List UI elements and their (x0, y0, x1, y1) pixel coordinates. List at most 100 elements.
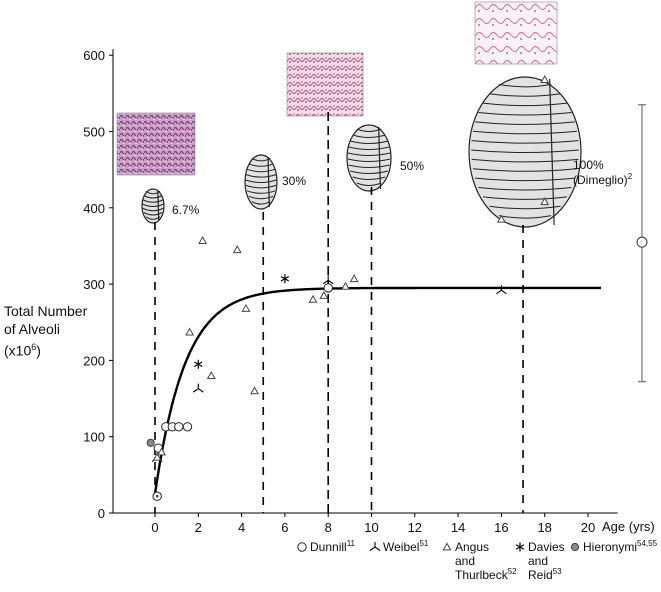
rib-line (145, 190, 161, 195)
marker-weibel (369, 542, 381, 551)
triangle-mark (442, 542, 452, 551)
y-tick-label: 200 (83, 353, 105, 368)
asterisk-stroke (194, 361, 203, 367)
triangle-mark (319, 290, 329, 299)
legend-label-line: Angus (455, 540, 489, 554)
rib-cage-icon (141, 188, 165, 224)
percent-annotation: 100% (573, 158, 604, 172)
rib-line (498, 215, 552, 219)
marker-circle (297, 542, 307, 552)
rib-line (348, 146, 390, 150)
percent-annotation: 6.7% (172, 203, 200, 217)
weibel-mark (496, 285, 507, 295)
x-tick-label: 20 (581, 520, 595, 535)
marker-weibel (322, 275, 334, 285)
histology-image-8yr (286, 52, 364, 117)
percent-annotation-source: (Dimeglio)2 (573, 172, 633, 187)
legend: Dunnill11 Weibel51 Angus and Thurlbeck52Davi… (297, 539, 658, 582)
legend-label-line: Weibel (383, 540, 419, 554)
spine-line (157, 190, 160, 222)
x-tick-label: 6 (281, 520, 288, 535)
axes (109, 49, 618, 517)
rib-line (356, 182, 382, 186)
legend-label-line: and (528, 554, 548, 568)
triangle-mark (232, 245, 242, 254)
rib-line (482, 102, 568, 107)
y-tick-labels: 0 100 200 300 400 500 600 (83, 48, 105, 521)
rib-line (471, 149, 579, 153)
rib-line (143, 195, 163, 199)
x-tick-labels: 0 2 4 6 8 10 12 14 16 18 20 (151, 520, 595, 535)
rib-line (475, 177, 575, 182)
marker-triangle (185, 327, 195, 336)
x-tick-label: 10 (364, 520, 378, 535)
y-tick-label: 300 (83, 277, 105, 292)
triangle-mark (349, 274, 359, 283)
rib-line (142, 199, 164, 203)
legend-label-line: Davies (528, 540, 565, 554)
y-tick-label: 600 (83, 48, 105, 63)
rib-line (248, 163, 274, 167)
marker-triangle (152, 452, 162, 461)
y-axis-label-line-1: Total Number (4, 303, 88, 319)
age-marker-lines (154, 112, 524, 513)
triangle-mark (250, 386, 260, 395)
rib-line (478, 112, 572, 116)
circle-mark (174, 422, 184, 432)
asterisk-stroke (515, 544, 525, 550)
marker-weibel (192, 383, 204, 393)
weibel-mark (369, 542, 381, 551)
rib-line (246, 168, 276, 173)
marker-asterisk (515, 542, 525, 552)
x-tick-label: 0 (151, 520, 158, 535)
marker-weibel (496, 285, 507, 295)
marker-triangle (540, 74, 550, 83)
y-tick-label: 0 (98, 506, 105, 521)
rib-line (350, 170, 388, 174)
percent-annotation: 30% (282, 174, 306, 188)
rib-line (245, 174, 277, 178)
legend-label: Hieronymi54,55 (583, 539, 658, 554)
rib-line (475, 121, 575, 125)
marker-asterisk (194, 359, 203, 369)
triangle-mark (241, 303, 251, 312)
legend-label: Davies and Reid53 (528, 540, 565, 582)
rib-line (248, 195, 274, 200)
marker-asterisk (280, 274, 290, 284)
rib-line (347, 152, 391, 156)
triangle-mark (496, 214, 506, 223)
rib-line (472, 130, 578, 135)
rib-line (352, 176, 386, 180)
legend-label-line: Thurlbeck (455, 568, 509, 582)
x-axis-label: Age (yrs) (602, 519, 655, 534)
triangle-mark (540, 74, 550, 83)
marker-triangle (496, 214, 506, 223)
spine-line (549, 78, 555, 226)
x-tick-label: 8 (325, 520, 332, 535)
spine-line (378, 126, 382, 190)
rib-line (482, 196, 568, 200)
circle-mark-center (155, 494, 159, 498)
y-tick-label: 500 (83, 125, 105, 140)
marker-triangle (157, 447, 166, 456)
legend-label-line: Hieronymi (583, 540, 637, 554)
rib-line (245, 184, 277, 189)
rib-cage-icon (468, 76, 582, 228)
marker-dot (146, 438, 155, 447)
legend-label-line: and (455, 554, 475, 568)
histology-images (116, 1, 558, 176)
rib-line (348, 164, 390, 168)
rib-line (245, 179, 277, 183)
triangle-mark (198, 235, 208, 244)
triangle-mark (152, 452, 162, 461)
rib-line (471, 158, 579, 163)
triangle-mark (206, 371, 216, 380)
marker-circle (323, 283, 333, 293)
x-tick-label: 18 (537, 520, 551, 535)
percent-annotation: 50% (400, 159, 424, 173)
weibel-mark (322, 275, 334, 285)
adult-range (636, 104, 648, 383)
legend-ref: 11 (347, 539, 356, 548)
x-tick-label: 12 (408, 520, 422, 535)
dot-mark (570, 542, 580, 552)
